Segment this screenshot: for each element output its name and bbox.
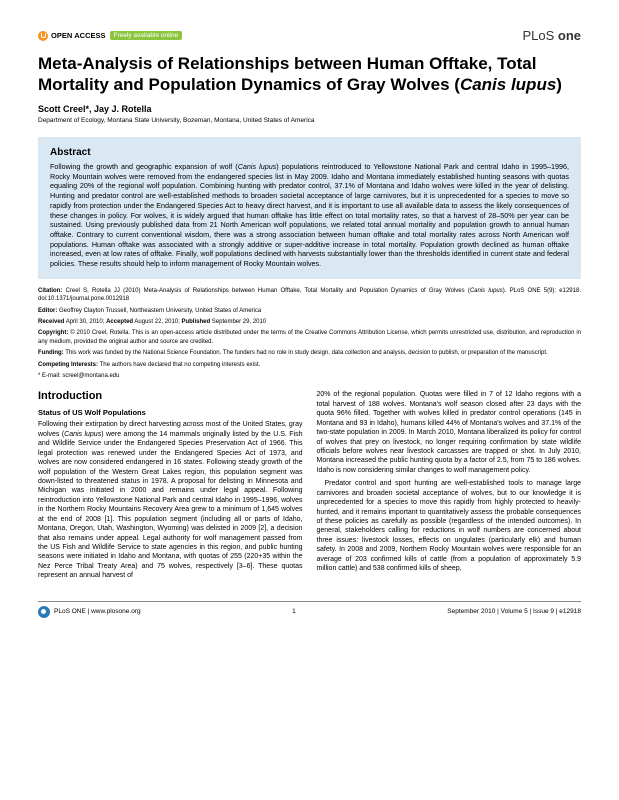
- copyright-label: Copyright:: [38, 330, 68, 336]
- citation-text: Creel S, Rotella JJ (2010) Meta-Analysis…: [62, 288, 470, 294]
- col1-species: Canis lupus: [64, 431, 101, 438]
- page: OPEN ACCESS Freely available online PLoS…: [0, 0, 619, 638]
- published-label: Published: [181, 319, 210, 325]
- abstract-box: Abstract Following the growth and geogra…: [38, 137, 581, 279]
- col2-p2: Predator control and sport hunting are w…: [317, 479, 582, 573]
- intro-heading: Introduction: [38, 390, 303, 402]
- footer: PLoS ONE | www.plosone.org 1 September 2…: [38, 601, 581, 618]
- citation: Citation: Creel S, Rotella JJ (2010) Met…: [38, 287, 581, 304]
- funding-label: Funding:: [38, 350, 64, 356]
- competing: Competing Interests: The authors have de…: [38, 361, 581, 369]
- body-columns: Introduction Status of US Wolf Populatio…: [38, 390, 581, 580]
- dates: Received April 30, 2010; Accepted August…: [38, 318, 581, 326]
- article-title: Meta-Analysis of Relationships between H…: [38, 53, 581, 96]
- competing-label: Competing Interests:: [38, 362, 98, 368]
- published-text: September 29, 2010: [210, 319, 266, 325]
- title-species: Canis lupus: [460, 75, 556, 94]
- abstract-pre: Following the growth and geographic expa…: [50, 162, 238, 171]
- accepted-text: August 22, 2010;: [133, 319, 181, 325]
- citation-label: Citation:: [38, 288, 62, 294]
- column-left: Introduction Status of US Wolf Populatio…: [38, 390, 303, 580]
- abstract-species: Canis lupus: [238, 162, 277, 171]
- col1-text: Following their extirpation by direct ha…: [38, 420, 303, 580]
- open-label: OPEN: [51, 31, 72, 40]
- email: * E-mail: screel@montana.edu: [38, 372, 581, 380]
- authors: Scott Creel*, Jay J. Rotella: [38, 104, 581, 114]
- affiliation: Department of Ecology, Montana State Uni…: [38, 117, 581, 125]
- competing-text: The authors have declared that no compet…: [98, 362, 260, 368]
- access-label: ACCESS: [74, 31, 105, 40]
- editor: Editor: Geoffrey Clayton Trussell, North…: [38, 307, 581, 315]
- abstract-heading: Abstract: [50, 147, 569, 158]
- abstract-post: ) populations reintroduced to Yellowston…: [50, 162, 569, 268]
- received-label: Received: [38, 319, 64, 325]
- column-right: 20% of the regional population. Quotas w…: [317, 390, 582, 580]
- footer-left: PLoS ONE | www.plosone.org: [38, 606, 141, 618]
- journal-one: one: [558, 28, 581, 43]
- copyright-text: © 2010 Creel, Rotella. This is an open-a…: [38, 330, 581, 344]
- abstract-text: Following the growth and geographic expa…: [50, 162, 569, 269]
- col1-post: ) were among the 14 mammals originally l…: [38, 431, 303, 580]
- received-text: April 30, 2010;: [64, 319, 106, 325]
- footer-issue: September 2010 | Volume 5 | Issue 9 | e1…: [447, 608, 581, 615]
- footer-site: PLoS ONE | www.plosone.org: [54, 608, 141, 615]
- editor-label: Editor:: [38, 308, 57, 314]
- plos-icon: [38, 606, 50, 618]
- editor-text: Geoffrey Clayton Trussell, Northeastern …: [57, 308, 261, 314]
- header: OPEN ACCESS Freely available online PLoS…: [38, 28, 581, 43]
- journal-logo: PLoS one: [522, 28, 581, 43]
- citation-species: Canis lupus: [470, 288, 503, 294]
- col2-p1: 20% of the regional population. Quotas w…: [317, 390, 582, 475]
- journal-plos: PLoS: [522, 28, 554, 43]
- title-close: ): [556, 75, 562, 94]
- accepted-label: Accepted: [106, 319, 133, 325]
- funding-text: This work was funded by the National Sci…: [64, 350, 548, 356]
- subsection-heading: Status of US Wolf Populations: [38, 408, 303, 417]
- funding: Funding: This work was funded by the Nat…: [38, 349, 581, 357]
- open-access-badge: OPEN ACCESS Freely available online: [38, 31, 182, 41]
- copyright: Copyright: © 2010 Creel, Rotella. This i…: [38, 329, 581, 346]
- meta-block: Citation: Creel S, Rotella JJ (2010) Met…: [38, 287, 581, 381]
- footer-page: 1: [292, 608, 296, 615]
- freely-badge: Freely available online: [110, 31, 183, 40]
- lock-open-icon: [38, 31, 48, 41]
